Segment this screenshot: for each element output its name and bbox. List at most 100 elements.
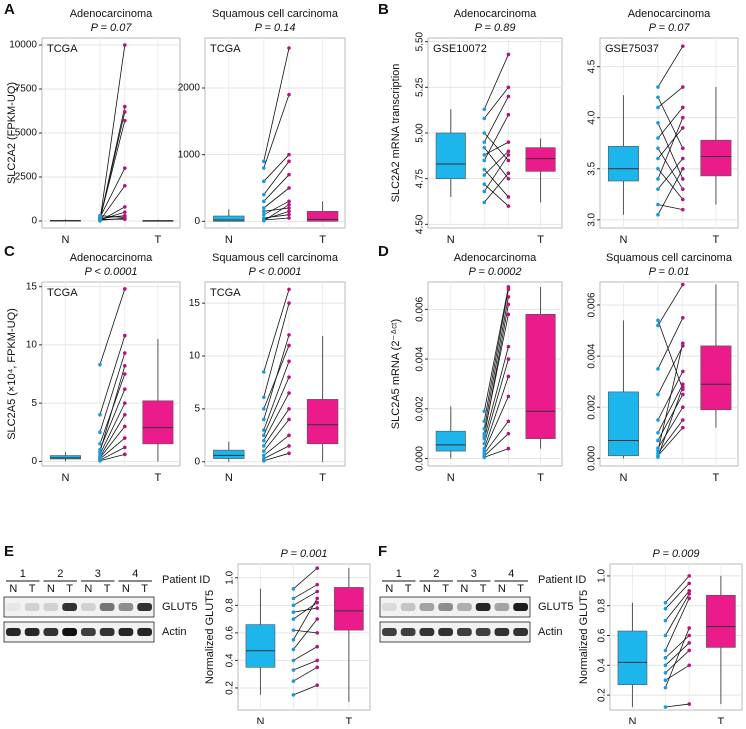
pair-point <box>482 173 486 177</box>
pair-point <box>262 454 266 458</box>
pair-point <box>507 419 511 423</box>
annotation: TCGA <box>47 287 78 299</box>
x-tick-label: N <box>256 716 264 724</box>
pair-point <box>656 449 660 453</box>
patient-id: 1 <box>20 568 26 580</box>
p-value: P = 0.0002 <box>468 266 521 278</box>
y-tick-label: 0.2 <box>225 681 236 695</box>
pair-point <box>315 666 319 670</box>
x-tick-label: T <box>155 234 162 246</box>
y-tick-label: 5.25 <box>415 77 426 97</box>
pair-point <box>681 167 685 171</box>
pair-point <box>664 671 668 675</box>
chart-title: Squamous cell carcinoma <box>212 252 339 264</box>
lane-label: T <box>29 583 36 595</box>
x-tick-label: N <box>447 472 455 484</box>
y-tick-label: 1.0 <box>225 570 236 584</box>
x-tick-label: T <box>537 472 544 484</box>
pair-point <box>123 372 127 376</box>
pair-point <box>482 153 486 157</box>
band <box>457 603 472 611</box>
p-value: P = 0.07 <box>649 22 691 34</box>
pair-point <box>507 303 511 307</box>
pair-point <box>507 86 511 90</box>
pair-point <box>507 295 511 299</box>
pair-point <box>262 166 266 170</box>
pair-point <box>123 166 127 170</box>
x-tick-label: T <box>319 472 326 484</box>
pair-point <box>687 574 691 578</box>
pair-point <box>98 442 102 446</box>
patient-id: 2 <box>57 568 63 580</box>
band <box>100 603 115 611</box>
band <box>81 603 96 611</box>
pair-point <box>687 641 691 645</box>
pair-point <box>262 395 266 399</box>
band <box>44 603 59 611</box>
lane-label: T <box>405 583 412 595</box>
pair-point <box>98 430 102 434</box>
y-tick-label: 5 <box>194 404 200 415</box>
pair-point <box>287 391 291 395</box>
pair-point <box>262 428 266 432</box>
pair-point <box>292 597 296 601</box>
p-value: P = 0.14 <box>255 22 296 34</box>
pair-point <box>123 216 127 220</box>
pair-point <box>287 434 291 438</box>
lane-label: T <box>442 583 449 595</box>
pair-point <box>656 203 660 207</box>
id-label: Patient ID <box>538 574 586 586</box>
pair-point <box>656 418 660 422</box>
pair-point <box>681 126 685 130</box>
pair-point <box>507 357 511 361</box>
pair-point <box>507 149 511 153</box>
pair-point <box>315 590 319 594</box>
y-tick-label: 4.50 <box>415 214 426 234</box>
pair-point <box>262 193 266 197</box>
band <box>137 603 152 611</box>
band <box>495 603 510 611</box>
lane-label: N <box>84 583 92 595</box>
pair-point <box>507 204 511 208</box>
band <box>420 628 435 636</box>
lane-label: N <box>9 583 17 595</box>
band <box>495 628 510 636</box>
lane-label: T <box>66 583 73 595</box>
band <box>137 628 152 636</box>
box <box>618 631 647 685</box>
pair-point <box>262 160 266 164</box>
pair-point <box>507 345 511 349</box>
chart-title: Adenocarcinoma <box>628 8 711 20</box>
pair-point <box>292 628 296 632</box>
pair-point <box>507 195 511 199</box>
lane-label: N <box>460 583 468 595</box>
y-tick-label: 0.8 <box>597 598 608 612</box>
y-tick-label: 4.0 <box>587 110 598 124</box>
band <box>476 628 491 636</box>
y-tick-label: 2000 <box>178 83 201 94</box>
pair-point <box>681 370 685 374</box>
pair-point <box>287 153 291 157</box>
pair-point <box>687 634 691 638</box>
box <box>526 314 555 438</box>
pair-point <box>287 344 291 348</box>
pair-point <box>664 678 668 682</box>
lane-label: N <box>122 583 130 595</box>
y-tick-label: 5.00 <box>415 123 426 143</box>
pair-point <box>287 186 291 190</box>
pair-point <box>507 140 511 144</box>
pair-point <box>687 592 691 596</box>
pair-point <box>292 668 296 672</box>
annotation: GSE10072 <box>433 43 487 55</box>
pair-point <box>656 367 660 371</box>
pair-point <box>482 140 486 144</box>
pair-point <box>123 184 127 188</box>
y-tick-label: 10 <box>26 340 38 351</box>
pair-point <box>292 604 296 608</box>
pair-point <box>287 213 291 217</box>
pair-point <box>123 43 127 47</box>
band <box>62 603 77 611</box>
pair-point <box>287 173 291 177</box>
box <box>213 450 244 458</box>
pair-point <box>98 459 102 463</box>
